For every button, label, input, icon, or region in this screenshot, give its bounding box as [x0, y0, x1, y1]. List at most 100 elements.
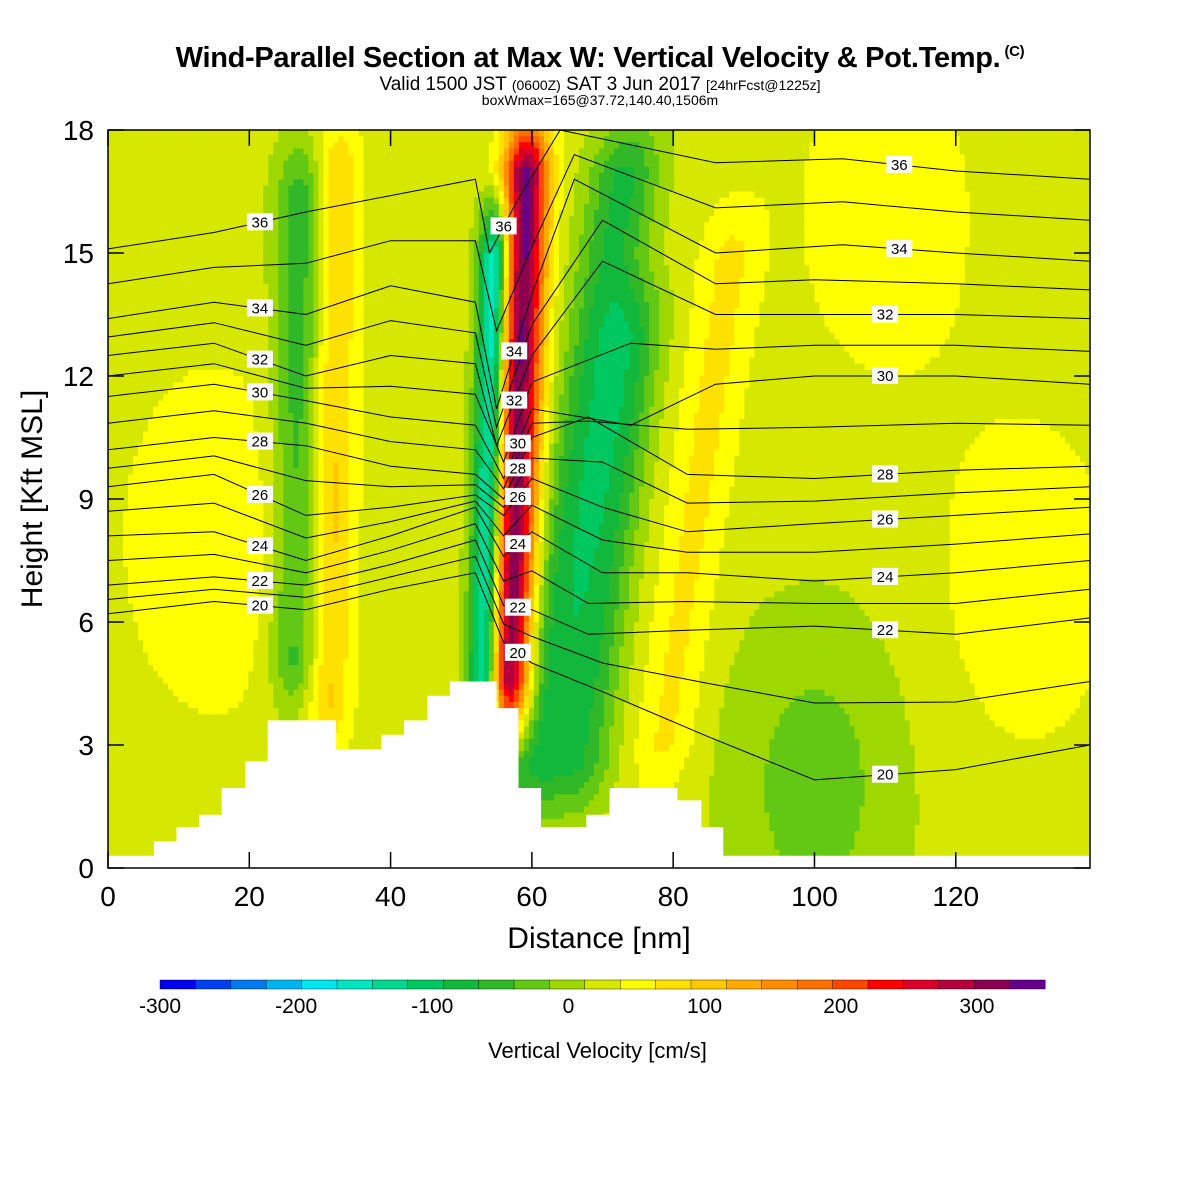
- terrain-profile: [108, 681, 1090, 868]
- colorbar-swatch: [620, 979, 657, 990]
- isentrope-label: 34: [886, 239, 913, 258]
- isentrope-label: 24: [504, 535, 531, 553]
- colorbar-swatch: [266, 979, 303, 990]
- isentrope-label-text: 26: [877, 512, 894, 529]
- colorbar-swatch: [797, 979, 834, 990]
- isentrope-lines: [108, 130, 1090, 781]
- colorbar-swatch: [690, 979, 727, 990]
- colorbar-swatch: [584, 979, 621, 990]
- isentrope-label: 24: [246, 537, 273, 555]
- y-tick-label: 6: [78, 607, 94, 638]
- isentrope-label-text: 22: [509, 600, 526, 617]
- colorbar-tick-label: 100: [687, 995, 722, 1018]
- colorbar-swatch: [903, 979, 940, 990]
- isentrope-label-text: 28: [252, 434, 269, 451]
- isentrope-label-text: 24: [252, 538, 269, 555]
- colorbar-swatch: [1009, 979, 1046, 990]
- isentrope-label-text: 28: [509, 460, 526, 477]
- isentrope-labels: 20 20 20 22 22 22 24 24 24 26 26 26 28 28 28 30 30 30 32 32…: [246, 155, 913, 784]
- colorbar-swatch: [372, 979, 409, 990]
- colorbar-swatch: [478, 979, 515, 990]
- colorbar-swatch: [549, 979, 586, 990]
- isentrope-label: 20: [872, 765, 899, 784]
- y-tick-label: 0: [78, 853, 94, 884]
- y-tick-label: 12: [63, 361, 94, 392]
- y-axis-title: Height [Kft MSL]: [16, 390, 49, 608]
- subtitle-utc-time: (0600Z): [512, 77, 561, 93]
- isentrope-29: [108, 410, 1090, 490]
- isentrope-label: 34: [246, 299, 273, 317]
- colorbar: -300 -200 -100 0 100 200 300 Vertical Velocity …: [139, 979, 1046, 1063]
- chart-title: Wind-Parallel Section at Max W: Vertical…: [0, 42, 1200, 75]
- isentrope-label: 30: [872, 367, 899, 385]
- isentrope-label: 30: [504, 434, 531, 453]
- isentrope-21: [108, 555, 1090, 704]
- colorbar-swatch: [336, 979, 373, 990]
- isentrope-label-text: 34: [506, 343, 523, 360]
- colorbar-swatch: [974, 979, 1011, 990]
- y-tick-label: 9: [78, 484, 94, 515]
- isentrope-27: [108, 455, 1090, 508]
- axis-ticks: [107, 129, 1090, 869]
- isentrope-label: 28: [504, 459, 531, 477]
- isentrope-label: 30: [246, 383, 273, 401]
- isentrope-label-text: 30: [252, 384, 269, 401]
- subtitle-forecast: [24hrFcst@1225z]: [706, 77, 821, 93]
- isentrope-label: 32: [872, 305, 899, 324]
- colorbar-swatch: [407, 979, 444, 990]
- isentrope-label-text: 32: [252, 352, 269, 369]
- isentrope-label: 32: [501, 391, 528, 410]
- isentrope-label-text: 20: [509, 645, 526, 662]
- chart-title-text: Wind-Parallel Section at Max W: Vertical…: [176, 42, 1001, 74]
- isentrope-25: [108, 500, 1090, 553]
- isentrope-label: 26: [872, 510, 899, 529]
- x-axis-title: Distance [nm]: [507, 922, 690, 955]
- isentrope-35: [108, 153, 1090, 333]
- isentrope-label-text: 22: [877, 622, 894, 639]
- isentrope-label-text: 34: [252, 300, 269, 317]
- isentrope-label-text: 32: [877, 307, 894, 324]
- colorbar-tick-label: 0: [563, 995, 575, 1018]
- isentrope-label-text: 30: [877, 368, 894, 385]
- colorbar-tick-label: -300: [139, 995, 181, 1018]
- isentrope-label: 26: [246, 485, 273, 504]
- colorbar-swatch: [443, 979, 480, 990]
- isentrope-label-text: 26: [509, 489, 526, 506]
- isentrope-label-text: 36: [891, 157, 908, 174]
- isentrope-label-text: 22: [252, 573, 269, 590]
- y-tick-label: 3: [78, 730, 94, 761]
- isentrope-label-text: 26: [252, 487, 269, 504]
- isentrope-label: 36: [246, 213, 273, 231]
- isentrope-label-text: 28: [877, 466, 894, 483]
- isentrope-label: 20: [504, 643, 531, 662]
- subtitle-valid-time: Valid 1500 JST: [379, 74, 506, 95]
- isentrope-label-text: 36: [252, 214, 269, 231]
- x-tick-label: 60: [516, 881, 547, 912]
- isentrope-label: 26: [504, 487, 531, 506]
- isentrope-label-text: 20: [252, 598, 269, 615]
- colorbar-swatch: [301, 979, 338, 990]
- colorbar-swatch: [195, 979, 232, 990]
- isentrope-33: [108, 219, 1090, 430]
- isentrope-label: 28: [246, 432, 273, 451]
- colorbar-label: Vertical Velocity [cm/s]: [488, 1038, 707, 1063]
- x-tick-label: 0: [100, 881, 116, 912]
- colorbar-swatch: [938, 979, 975, 990]
- isentrope-label-text: 24: [509, 536, 526, 553]
- isentrope-label-text: 34: [891, 241, 908, 258]
- isentrope-label: 32: [246, 350, 273, 369]
- colorbar-swatch: [513, 979, 550, 990]
- isentrope-label: 20: [246, 596, 273, 615]
- colorbar-swatch: [832, 979, 869, 990]
- isentrope-label: 36: [490, 217, 517, 235]
- x-tick-label: 120: [932, 881, 979, 912]
- x-tick-label: 80: [658, 881, 689, 912]
- chart-subtitle-box-wmax: boxWmax=165@37.72,140.40,1506m: [0, 92, 1200, 108]
- isentrope-label: 24: [872, 567, 899, 586]
- isentrope-label: 22: [504, 598, 531, 617]
- isentrope-label: 22: [246, 572, 273, 590]
- isentrope-label: 36: [886, 155, 913, 174]
- colorbar-swatch: [655, 979, 692, 990]
- chart-subtitle: Valid 1500 JST (0600Z) SAT 3 Jun 2017 [2…: [0, 74, 1200, 96]
- colorbar-swatch: [230, 979, 267, 990]
